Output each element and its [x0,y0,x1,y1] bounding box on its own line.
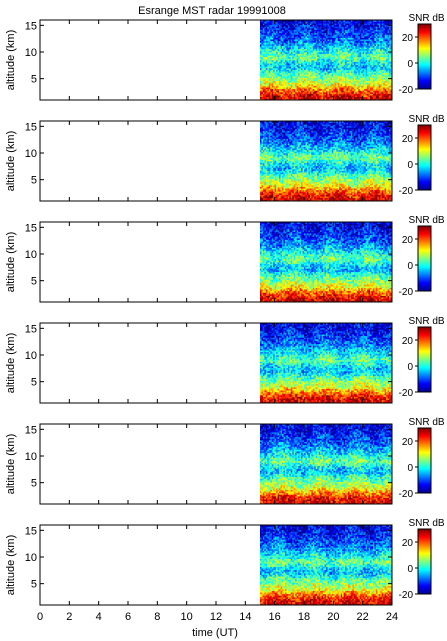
x-tick-label: 2 [66,611,72,623]
panel-1: 5 10 15 altitude (km) SNR dB -20 0 20 [5,13,445,101]
x-tick-label: 10 [181,611,193,623]
colorbar-tick-label: 0 [407,160,413,171]
colorbar: SNR dB -20 0 20 [399,215,445,298]
y-tick-label: 10 [25,249,37,261]
colorbar-tick-label: 0 [407,362,413,373]
colorbar-tick-label: 0 [407,59,413,70]
y-axis-label: altitude (km) [5,535,17,596]
panel-4: 5 10 15 altitude (km) SNR dB -20 0 20 [5,316,445,404]
panel-heatmap [260,323,393,404]
colorbar-tick-label: 20 [402,33,414,44]
figure-title: Esrange MST radar 19991008 [138,5,286,17]
y-tick-label: 10 [25,148,37,160]
y-tick-label: 5 [31,74,37,86]
y-tick-label: 10 [25,451,37,463]
colorbar-tick-label: 20 [402,134,414,145]
colorbar-tick-label: -20 [399,287,414,298]
colorbar-label: SNR dB [408,316,444,327]
colorbar-tick-label: -20 [399,590,414,601]
y-tick-label: 15 [25,121,37,133]
colorbar-tick-label: -20 [399,85,414,96]
colorbar-scale [417,225,432,292]
y-axis-label: altitude (km) [5,30,17,91]
x-tick-label: 12 [210,611,222,623]
x-tick-label: 6 [125,611,131,623]
y-tick-label: 15 [25,20,37,32]
colorbar: SNR dB -20 0 20 [399,417,445,500]
x-tick-label: 22 [357,611,369,623]
colorbar-tick-label: 20 [402,336,414,347]
colorbar: SNR dB -20 0 20 [399,13,445,96]
colorbar-scale [417,326,432,393]
panel-2: 5 10 15 altitude (km) SNR dB -20 0 20 [5,114,445,202]
colorbar-label: SNR dB [408,13,444,24]
colorbar-tick-label: -20 [399,489,414,500]
y-tick-label: 15 [25,222,37,234]
colorbar: SNR dB -20 0 20 [399,114,445,197]
colorbar-scale [417,124,432,191]
x-tick-label: 0 [37,611,43,623]
x-tick-label: 18 [298,611,310,623]
x-tick-label: 20 [327,611,339,623]
panel-heatmap [260,222,393,303]
panel-heatmap [260,20,393,101]
colorbar-label: SNR dB [408,114,444,125]
y-tick-label: 5 [31,478,37,490]
colorbar-tick-label: -20 [399,388,414,399]
x-tick-label: 4 [96,611,102,623]
y-tick-label: 5 [31,276,37,288]
colorbar-tick-label: 20 [402,235,414,246]
colorbar-tick-label: 0 [407,261,413,272]
colorbar-tick-label: -20 [399,186,414,197]
colorbar-label: SNR dB [408,518,444,529]
y-tick-label: 15 [25,525,37,537]
y-tick-label: 5 [31,175,37,187]
y-tick-label: 15 [25,323,37,335]
y-tick-label: 10 [25,552,37,564]
colorbar-tick-label: 20 [402,437,414,448]
x-axis-label: time (UT) [192,627,238,639]
panel-heatmap [260,121,393,202]
panel-5: 5 10 15 altitude (km) SNR dB -20 0 20 [5,417,445,505]
colorbar-scale [417,427,432,494]
panel-heatmap [260,525,393,606]
colorbar-label: SNR dB [408,215,444,226]
panel-heatmap [260,424,393,505]
panel-3: 5 10 15 altitude (km) SNR dB -20 0 20 [5,215,445,303]
colorbar-label: SNR dB [408,417,444,428]
y-tick-label: 5 [31,377,37,389]
y-tick-label: 10 [25,350,37,362]
colorbar-scale [417,23,432,90]
colorbar: SNR dB -20 0 20 [399,316,445,399]
x-tick-label: 16 [269,611,281,623]
x-tick-label: 14 [239,611,251,623]
y-axis-label: altitude (km) [5,232,17,293]
y-tick-label: 5 [31,579,37,591]
y-axis-label: altitude (km) [5,333,17,394]
colorbar-tick-label: 20 [402,538,414,549]
x-axis: 0 2 4 6 8 10 12 14 16 18 20 22 24 [37,611,398,623]
colorbar-tick-label: 0 [407,564,413,575]
y-axis-label: altitude (km) [5,131,17,192]
x-tick-label: 24 [386,611,398,623]
x-tick-label: 8 [154,611,160,623]
colorbar-scale [417,528,432,595]
y-tick-label: 10 [25,47,37,59]
panels: 5 10 15 altitude (km) SNR dB -20 0 20 5 10 15 altit… [5,13,445,606]
y-tick-label: 15 [25,424,37,436]
colorbar: SNR dB -20 0 20 [399,518,445,601]
panel-6: 5 10 15 altitude (km) SNR dB -20 0 20 [5,518,445,606]
colorbar-tick-label: 0 [407,463,413,474]
y-axis-label: altitude (km) [5,434,17,495]
